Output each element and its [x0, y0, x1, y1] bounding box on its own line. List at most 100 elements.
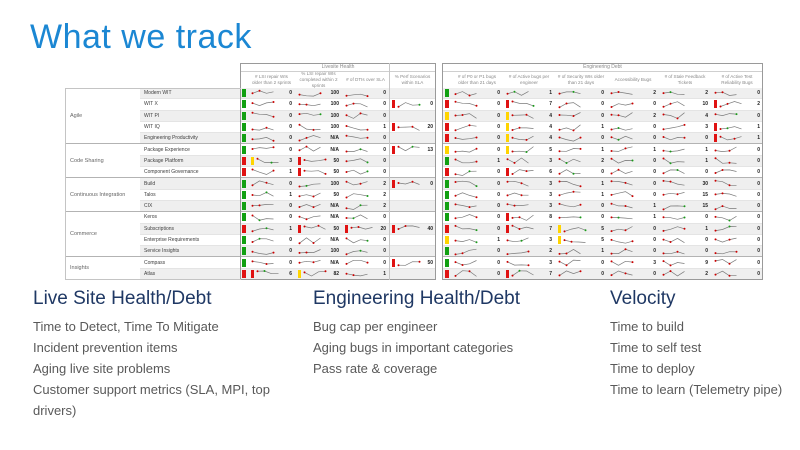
- sparkline: [511, 114, 534, 119]
- metric-cell: [389, 212, 436, 224]
- metric-cell: 0: [555, 257, 607, 269]
- metric-value: 4: [549, 135, 552, 142]
- metric-cell: 0: [607, 99, 659, 111]
- team-label: Atlas: [140, 268, 240, 281]
- metric-value: 50: [333, 157, 339, 164]
- metric-value: 0: [601, 135, 604, 142]
- metric-value: 82: [333, 270, 339, 277]
- sparkline: [251, 227, 274, 233]
- metric-value: 0: [705, 248, 708, 255]
- metric-cell: 0: [555, 268, 607, 281]
- sparkline: [454, 90, 477, 97]
- sparkline: [251, 250, 275, 255]
- metric-cell: 0: [451, 133, 503, 145]
- sparkline: [558, 180, 582, 188]
- metric-value: 0: [497, 191, 500, 198]
- engineering-status: [442, 190, 451, 201]
- metric-value: 1: [705, 146, 708, 153]
- sparkline: [298, 260, 321, 264]
- sparkline: [511, 135, 534, 141]
- metric-cell: 0: [711, 88, 763, 100]
- sparkline: [454, 192, 478, 199]
- metric-value: 0: [383, 90, 386, 97]
- metric-cell: 5: [503, 144, 555, 156]
- metric-value: 100: [330, 180, 339, 187]
- metric-value: 100: [330, 90, 339, 97]
- sparkline: [298, 248, 321, 254]
- engineering-status: [442, 122, 451, 134]
- metric-cell: 0: [451, 167, 503, 179]
- metric-value: 0: [653, 157, 656, 164]
- metric-cell: 1: [659, 155, 711, 168]
- status-bar-yellow: [444, 111, 449, 120]
- metric-value: 30: [702, 180, 708, 187]
- metric-value: 0: [757, 146, 760, 153]
- metric-value: 0: [497, 112, 500, 119]
- metric-value: 1: [289, 169, 292, 176]
- metric-value: 0: [497, 180, 500, 187]
- alert-bar-yellow: [558, 236, 561, 244]
- metric-cell: 0: [248, 110, 295, 122]
- metric-cell: 0: [451, 257, 503, 269]
- sparkline: [662, 270, 685, 277]
- alert-bar-red: [392, 224, 395, 233]
- metric-value: 0: [757, 191, 760, 198]
- sparkline: [251, 180, 274, 187]
- metric-cell: 0: [342, 144, 389, 156]
- metric-cell: 20: [342, 223, 389, 235]
- row-group-label: Insights: [65, 257, 140, 281]
- metric-value: 0: [383, 157, 386, 164]
- header-group-livesite: Livesite Health: [240, 63, 436, 72]
- metric-cell: 6: [503, 167, 555, 179]
- metric-value: 1: [601, 146, 604, 153]
- sparkline: [610, 90, 633, 95]
- metric-value: 1: [705, 225, 708, 232]
- sparkline: [345, 112, 368, 120]
- status-bar-green: [242, 202, 246, 211]
- sparkline: [610, 238, 634, 244]
- metric-cell: 1: [342, 268, 389, 281]
- metric-value: 3: [549, 203, 552, 210]
- metric-cell: [389, 246, 436, 258]
- metric-value: 20: [380, 225, 386, 232]
- metric-value: 2: [653, 112, 656, 119]
- metric-cell: [389, 110, 436, 122]
- metric-value: 1: [653, 146, 656, 153]
- sparkline: [662, 101, 685, 108]
- metric-cell: 1: [711, 122, 763, 134]
- metric-value: 3: [653, 259, 656, 266]
- sparkline: [345, 260, 369, 265]
- sparkline: [454, 136, 478, 140]
- metric-value: 7: [549, 270, 552, 277]
- sparkline: [662, 216, 686, 220]
- section-engineering-health: Engineering Health/Debt Bug cap per engi…: [313, 288, 605, 379]
- metric-value: 0: [430, 101, 433, 108]
- metric-value: 0: [653, 225, 656, 232]
- section-items: Time to Detect, Time To Mitigate Incident…: [33, 316, 311, 421]
- sparkline: [251, 89, 274, 94]
- metric-value: 2: [653, 90, 656, 97]
- metric-cell: 0: [342, 110, 389, 122]
- section-velocity: Velocity Time to build Time to self test T…: [610, 288, 800, 400]
- livesite-status: [240, 144, 248, 156]
- metric-cell: 4: [503, 133, 555, 145]
- status-bar-green: [444, 202, 449, 211]
- status-bar-green: [242, 213, 246, 222]
- section-title: Engineering Health/Debt: [313, 288, 521, 309]
- metric-cell: 50: [295, 155, 342, 168]
- status-bar-green: [444, 213, 449, 222]
- sparkline: [610, 180, 633, 186]
- column-header: # of DTIs over SLA: [346, 77, 385, 83]
- metric-cell: 0: [659, 133, 711, 145]
- metric-value: 100: [330, 248, 339, 255]
- sparkline: [298, 236, 321, 244]
- header-group-engineering: Engineering Debt: [442, 63, 763, 72]
- status-bar-red: [242, 269, 246, 278]
- engineering-status: [442, 257, 451, 269]
- metric-value: 1: [289, 225, 292, 232]
- team-label: WIT IQ: [140, 122, 240, 134]
- sparkline: [454, 180, 478, 188]
- metric-cell: 0: [711, 257, 763, 269]
- metric-cell: 3: [503, 257, 555, 269]
- metric-cell: 100: [295, 110, 342, 122]
